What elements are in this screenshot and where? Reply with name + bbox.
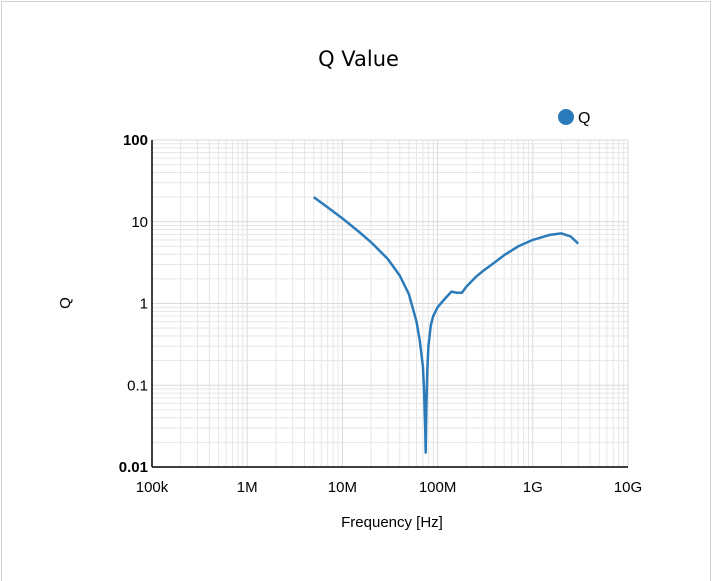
y-tick-label: 1 xyxy=(140,296,148,313)
x-tick-label: 1M xyxy=(237,479,258,496)
x-tick-label: 100M xyxy=(419,479,457,496)
x-tick-label: 100k xyxy=(136,479,169,496)
y-tick-label: 0.1 xyxy=(127,377,148,394)
legend-marker-q xyxy=(558,109,574,125)
axes xyxy=(151,140,628,468)
chart-title: Q Value xyxy=(318,47,399,71)
y-tick-label: 100 xyxy=(123,132,148,149)
x-tick-label: 10G xyxy=(614,479,642,496)
x-tick-label: 10M xyxy=(328,479,357,496)
x-axis-label: Frequency [Hz] xyxy=(341,514,443,531)
tick-labels: 100k 1M 10M 100M 1G 10G 0.01 0.1 1 10 100 xyxy=(119,132,642,496)
y-tick-label: 10 xyxy=(131,214,148,231)
legend-label-q: Q xyxy=(578,110,590,127)
series-line-q xyxy=(312,196,580,454)
x-tick-label: 1G xyxy=(523,479,543,496)
y-axis-label: Q xyxy=(57,297,74,309)
y-tick-label: 0.01 xyxy=(119,459,148,476)
grid xyxy=(151,139,629,468)
